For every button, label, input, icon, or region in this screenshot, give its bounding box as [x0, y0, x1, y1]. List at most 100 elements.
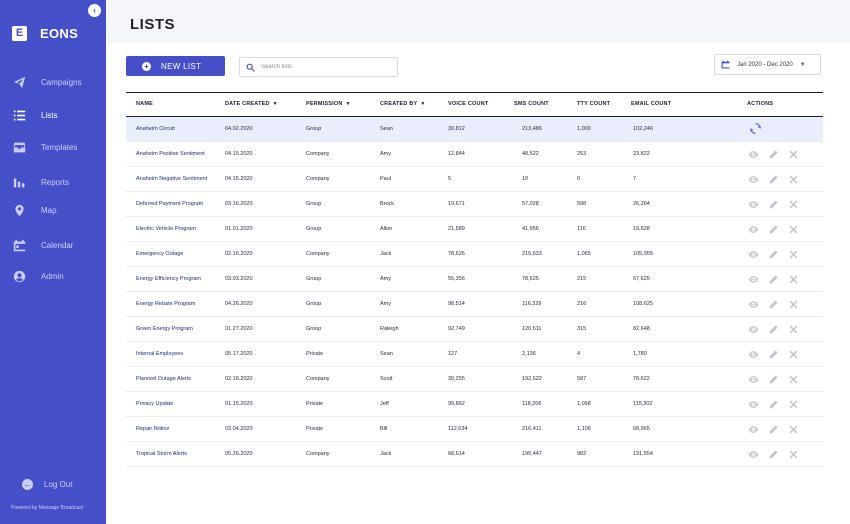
delete-icon[interactable]	[787, 298, 799, 310]
sidebar-item-calendar[interactable]: Calendar	[12, 237, 102, 253]
cell-name[interactable]: Green Energy Program	[136, 326, 193, 332]
view-icon[interactable]	[747, 398, 759, 410]
table-row[interactable]: Internal Employees 05.17.2020 Private Se…	[126, 342, 823, 367]
view-icon[interactable]	[747, 273, 759, 285]
cell-name[interactable]: Anaheim Positive Sentiment	[136, 151, 205, 157]
table-row[interactable]: Energy Efficiency Program 03.03.2020 Gro…	[126, 267, 823, 292]
new-list-button[interactable]: + NEW LIST	[126, 56, 225, 76]
row-actions	[747, 373, 807, 385]
column-header-date-created[interactable]: DATE CREATED ▼	[225, 101, 278, 107]
cell-created-by: Jack	[380, 451, 392, 457]
delete-icon[interactable]	[787, 448, 799, 460]
collapse-sidebar-button[interactable]: ‹	[88, 4, 101, 17]
table-row[interactable]: Anaheim Circuit 04.02.2020 Group Sean 30…	[126, 117, 823, 142]
sidebar-item-templates[interactable]: Templates	[12, 139, 102, 155]
cell-sms-count: 41,956	[522, 226, 539, 232]
cell-name[interactable]: Emergency Outage	[136, 251, 184, 257]
table-row[interactable]: Privacy Update 01.15.2020 Private Jeff 9…	[126, 392, 823, 417]
delete-icon[interactable]	[787, 373, 799, 385]
cell-name[interactable]: Deferred Payment Program	[136, 201, 204, 207]
sidebar-item-lists[interactable]: Lists	[12, 107, 102, 123]
table-row[interactable]: Repair Notice 03.04.2020 Private Bill 11…	[126, 417, 823, 442]
search-box[interactable]	[239, 57, 398, 77]
cell-tty-count: 215	[577, 276, 587, 282]
sidebar-item-reports[interactable]: Reports	[12, 174, 102, 190]
search-input[interactable]	[261, 64, 391, 70]
delete-icon[interactable]	[787, 198, 799, 210]
column-header-actions: ACTIONS	[747, 101, 773, 107]
view-icon[interactable]	[747, 223, 759, 235]
view-icon[interactable]	[747, 298, 759, 310]
sort-icon[interactable]: ▼	[345, 101, 351, 107]
delete-icon[interactable]	[787, 398, 799, 410]
sort-icon[interactable]: ▼	[272, 101, 278, 107]
cell-name[interactable]: Tropical Storm Alerts	[136, 451, 187, 457]
column-header-permission[interactable]: PERMISSION ▼	[306, 101, 351, 107]
edit-icon[interactable]	[767, 198, 779, 210]
cell-name[interactable]: Privacy Update	[136, 401, 174, 407]
edit-icon[interactable]	[767, 348, 779, 360]
cell-name[interactable]: Energy Rebate Program	[136, 301, 196, 307]
table-row[interactable]: Deferred Payment Program 03.16.2020 Grou…	[126, 192, 823, 217]
edit-icon[interactable]	[767, 148, 779, 160]
table-row[interactable]: Tropical Storm Alerts 05.26.2020 Company…	[126, 442, 823, 467]
delete-icon[interactable]	[787, 223, 799, 235]
lists-table: NAME DATE CREATED ▼ PERMISSION ▼ CREATED B…	[126, 92, 823, 467]
logout-button[interactable]: ← Log Out	[22, 479, 72, 490]
column-header-email-count[interactable]: EMAIL COUNT	[631, 101, 671, 107]
view-icon[interactable]	[747, 248, 759, 260]
delete-icon[interactable]	[787, 148, 799, 160]
view-icon[interactable]	[747, 148, 759, 160]
cell-permission: Company	[306, 251, 330, 257]
sort-icon[interactable]: ▼	[420, 101, 426, 107]
view-icon[interactable]	[747, 423, 759, 435]
edit-icon[interactable]	[767, 373, 779, 385]
column-header-voice-count[interactable]: VOICE COUNT	[448, 101, 488, 107]
cell-created-by: Amy	[380, 151, 391, 157]
column-header-created-by[interactable]: CREATED BY ▼	[380, 101, 426, 107]
edit-icon[interactable]	[767, 398, 779, 410]
cell-name[interactable]: Planned Outage Alerts	[136, 376, 192, 382]
table-row[interactable]: Electric Vehicle Program 01.01.2020 Grou…	[126, 217, 823, 242]
table-row[interactable]: Anaheim Positive Sentiment 04.15.2020 Co…	[126, 142, 823, 167]
edit-icon[interactable]	[767, 323, 779, 335]
edit-icon[interactable]	[767, 298, 779, 310]
table-row[interactable]: Emergency Outage 02.16.2020 Company Jack…	[126, 242, 823, 267]
cell-name[interactable]: Anaheim Negative Sentiment	[136, 176, 208, 182]
delete-icon[interactable]	[787, 248, 799, 260]
table-row[interactable]: Green Energy Program 01.27.2020 Group Ra…	[126, 317, 823, 342]
table-row[interactable]: Planned Outage Alerts 02.18.2020 Company…	[126, 367, 823, 392]
table-row[interactable]: Anaheim Negative Sentiment 04.15.2020 Co…	[126, 167, 823, 192]
column-header-sms-count[interactable]: SMS COUNT	[514, 101, 549, 107]
sidebar-item-admin[interactable]: Admin	[12, 268, 102, 284]
sidebar-item-map[interactable]: Map	[12, 202, 102, 218]
view-icon[interactable]	[747, 348, 759, 360]
column-header-tty-count[interactable]: TTY COUNT	[577, 101, 610, 107]
delete-icon[interactable]	[787, 348, 799, 360]
edit-icon[interactable]	[767, 448, 779, 460]
cell-name[interactable]: Electric Vehicle Program	[136, 226, 196, 232]
cell-sms-count: 57,028	[522, 201, 539, 207]
view-icon[interactable]	[747, 448, 759, 460]
edit-icon[interactable]	[767, 248, 779, 260]
edit-icon[interactable]	[767, 423, 779, 435]
date-range-select[interactable]: Jan 2020 - Dec 2020 ▼	[714, 54, 821, 75]
view-icon[interactable]	[747, 198, 759, 210]
delete-icon[interactable]	[787, 273, 799, 285]
delete-icon[interactable]	[787, 173, 799, 185]
sidebar-item-campaigns[interactable]: Campaigns	[12, 74, 102, 90]
view-icon[interactable]	[747, 323, 759, 335]
delete-icon[interactable]	[787, 323, 799, 335]
edit-icon[interactable]	[767, 173, 779, 185]
cell-name[interactable]: Internal Employees	[136, 351, 184, 357]
table-row[interactable]: Energy Rebate Program 04.26.2020 Group A…	[126, 292, 823, 317]
column-header-name[interactable]: NAME	[136, 101, 153, 107]
view-icon[interactable]	[747, 173, 759, 185]
cell-name[interactable]: Anaheim Circuit	[136, 126, 175, 132]
edit-icon[interactable]	[767, 273, 779, 285]
cell-name[interactable]: Energy Efficiency Program	[136, 276, 202, 282]
delete-icon[interactable]	[787, 423, 799, 435]
edit-icon[interactable]	[767, 223, 779, 235]
view-icon[interactable]	[747, 373, 759, 385]
cell-name[interactable]: Repair Notice	[136, 426, 170, 432]
